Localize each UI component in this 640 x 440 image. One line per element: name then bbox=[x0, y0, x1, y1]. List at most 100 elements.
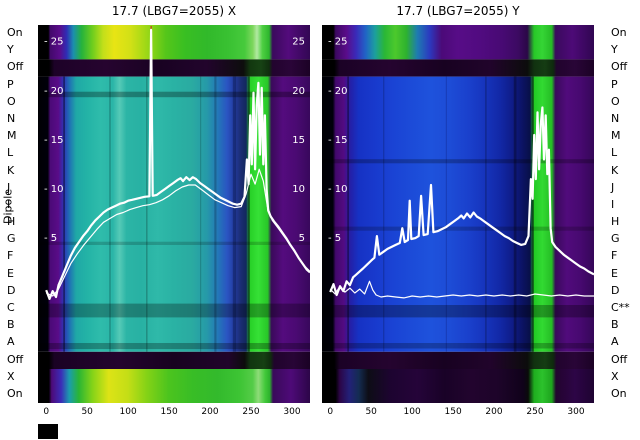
heatmap-row-shadow bbox=[38, 241, 310, 245]
y-tick-label-left: - 25 bbox=[328, 37, 348, 48]
dipole-label: F bbox=[611, 249, 618, 263]
heatmap-streak bbox=[200, 76, 202, 352]
dipole-label: G bbox=[611, 232, 620, 246]
dipole-label: D bbox=[611, 283, 620, 297]
x-tick-label: 150 bbox=[444, 407, 462, 417]
dipole-label: I bbox=[611, 197, 615, 211]
y-tick-label-right: 5 bbox=[299, 233, 305, 244]
x-tick-label: 300 bbox=[567, 407, 585, 417]
heatmap-band-strip-on-y bbox=[322, 25, 594, 60]
dipole-label: C bbox=[7, 301, 15, 314]
heatmap-streak bbox=[347, 76, 349, 352]
heatmap-band-main bbox=[322, 76, 594, 352]
heatmap-streak bbox=[513, 76, 517, 352]
x-tick-label: 50 bbox=[365, 407, 377, 417]
heatmap-streak bbox=[445, 76, 447, 352]
heatmap-streak bbox=[383, 76, 385, 352]
dipole-label: N bbox=[7, 111, 16, 125]
dipole-label: Off bbox=[7, 352, 24, 366]
x-tick-label: 250 bbox=[242, 407, 260, 417]
x-tick-label: 50 bbox=[81, 407, 93, 417]
panel-y: 17.7 (LBG7=2055) Y - 25 - 20 - 15 - 10 - 5 0… bbox=[322, 0, 594, 440]
y-tick-label-left: - 5 bbox=[328, 233, 341, 244]
dipole-label: Off bbox=[611, 352, 628, 366]
heatmap-band-off-bottom bbox=[38, 351, 310, 369]
dipole-label: On bbox=[7, 26, 23, 39]
dipole-label: I bbox=[7, 197, 11, 211]
trace-beam-profile-main bbox=[329, 106, 594, 297]
y-tick-label-right: 15 bbox=[292, 135, 305, 146]
dipole-label: L bbox=[7, 146, 14, 160]
heatmap-streak bbox=[248, 76, 250, 352]
y-tick-label-right: 25 bbox=[292, 37, 305, 48]
trace-beam-profile-secondary bbox=[45, 168, 310, 297]
dipole-label: M bbox=[7, 129, 17, 143]
dipole-label: N bbox=[611, 111, 620, 125]
dipole-label: F bbox=[7, 249, 14, 263]
dipole-label: On bbox=[611, 386, 627, 400]
heatmap-streak bbox=[109, 76, 111, 352]
dipole-label: H bbox=[7, 215, 16, 229]
dipole-label: G bbox=[7, 232, 16, 246]
dipole-label: D bbox=[7, 283, 16, 297]
heatmap-row-shadow bbox=[322, 343, 594, 349]
heatmap-band-off-bottom bbox=[322, 351, 594, 369]
heatmap-streak bbox=[532, 76, 534, 352]
dipole-label: M bbox=[611, 129, 621, 143]
dipole-label: Off bbox=[7, 60, 24, 74]
dipole-label: X bbox=[7, 369, 15, 383]
dipole-label: E bbox=[611, 266, 618, 280]
dipole-label: B bbox=[7, 318, 15, 332]
dipole-label: Y bbox=[611, 43, 618, 57]
heatmap-streak bbox=[232, 76, 237, 352]
x-tick-label: 300 bbox=[283, 407, 301, 417]
heatmap-streak bbox=[485, 76, 487, 352]
x-tick-label: 200 bbox=[201, 407, 219, 417]
dipole-label: Off bbox=[611, 60, 628, 74]
x-tick-label: 250 bbox=[526, 407, 544, 417]
x-tick-label: 100 bbox=[403, 407, 421, 417]
right-dipole-labels: On Y Off P O N M L K J I H G F E D C** B A Off X On bbox=[611, 27, 639, 399]
y-tick-label-right: 20 bbox=[292, 86, 305, 97]
trace-beam-profile-main bbox=[45, 28, 310, 300]
y-tick-label-left: - 20 bbox=[44, 86, 64, 97]
dipole-label: P bbox=[7, 77, 14, 91]
y-tick-label-left: - 20 bbox=[328, 86, 348, 97]
y-tick-label-left: - 15 bbox=[328, 135, 348, 146]
heatmap-panel-y: - 25 - 20 - 15 - 10 - 5 bbox=[322, 25, 594, 403]
heatmap-band-off-top bbox=[322, 59, 594, 77]
y-tick-label-left: - 25 bbox=[44, 37, 64, 48]
trace-beam-profile-flat bbox=[329, 280, 594, 299]
dipole-label: J bbox=[7, 180, 11, 194]
heatmap-panel-x: - 25 25 - 20 20 - 15 15 - 10 10 - 5 5 bbox=[38, 25, 310, 403]
left-dipole-labels: On Y Off P O N M L K J I H G F E D C B A Off X On bbox=[7, 27, 35, 399]
heatmap-row-shadow bbox=[322, 305, 594, 318]
panel-y-title: 17.7 (LBG7=2055) Y bbox=[396, 4, 520, 18]
dipole-label: A bbox=[7, 335, 15, 349]
x-tick-label: 0 bbox=[327, 407, 334, 417]
panel-x: 17.7 (LBG7=2055) X - 25 25 - 20 20 - 15 15 - 1… bbox=[38, 0, 310, 440]
y-tick-label-right: 10 bbox=[292, 184, 305, 195]
heatmap-streak bbox=[214, 76, 217, 352]
dipole-label: P bbox=[611, 77, 618, 91]
y-tick-label-left: - 10 bbox=[44, 184, 64, 195]
dipole-label: B bbox=[611, 318, 619, 332]
heatmap-row-shadow bbox=[38, 303, 310, 318]
dipole-label: On bbox=[611, 26, 627, 39]
dipole-label: K bbox=[611, 163, 619, 177]
dipole-label: A bbox=[611, 335, 619, 349]
x-axis-ticks-y: 0 50 100 150 200 250 300 bbox=[322, 407, 594, 419]
heatmap-streak bbox=[146, 76, 148, 352]
dipole-label: K bbox=[7, 163, 15, 177]
dipole-label: X bbox=[611, 369, 619, 383]
dipole-label: E bbox=[7, 266, 14, 280]
heatmap-band-strip-on-y bbox=[38, 25, 310, 60]
heatmap-row-shadow bbox=[322, 226, 594, 231]
dipole-label: J bbox=[611, 180, 615, 194]
heatmap-streak bbox=[63, 76, 65, 352]
x-tick-label: 0 bbox=[43, 407, 50, 417]
dipole-label: H bbox=[611, 215, 620, 229]
y-tick-label-left: - 10 bbox=[328, 184, 348, 195]
dipole-label: Y bbox=[7, 43, 14, 57]
